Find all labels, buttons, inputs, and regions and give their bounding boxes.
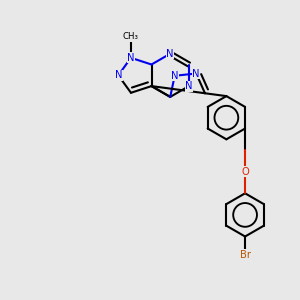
Text: N: N xyxy=(192,68,200,79)
Text: N: N xyxy=(167,49,174,59)
Text: N: N xyxy=(115,70,122,80)
Text: CH₃: CH₃ xyxy=(123,32,139,41)
Text: N: N xyxy=(171,71,178,81)
Text: O: O xyxy=(241,167,249,177)
Text: N: N xyxy=(127,53,135,63)
Text: N: N xyxy=(185,81,193,91)
Text: Br: Br xyxy=(240,250,250,260)
